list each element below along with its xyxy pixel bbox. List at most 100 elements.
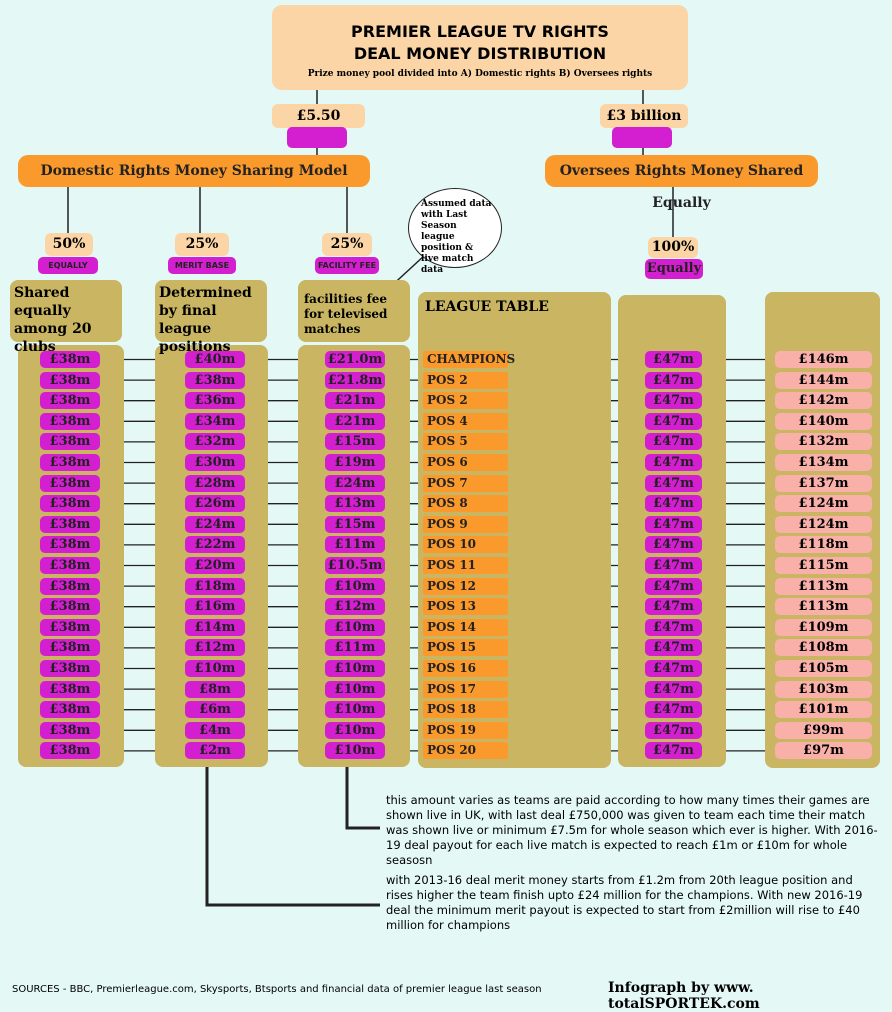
league-position: POS 20 xyxy=(423,742,508,760)
overseas-share: £47m xyxy=(645,618,702,636)
tag: FACILITY FEE xyxy=(315,257,379,274)
merit-payment: £18m xyxy=(185,577,245,595)
overseas-box xyxy=(612,127,672,148)
total-payment: £113m xyxy=(775,598,872,616)
merit-payment: £20m xyxy=(185,557,245,574)
total-payment: £124m xyxy=(775,495,872,513)
total-payment: £97m xyxy=(775,742,872,760)
overseas-share: £47m xyxy=(645,577,702,595)
overseas-label: Oversees Rights Money Shared Equally xyxy=(545,155,818,211)
total-payment: £118m xyxy=(775,536,872,554)
total-payment: £132m xyxy=(775,433,872,451)
equal-share: £38m xyxy=(40,742,100,760)
overseas-share: £47m xyxy=(645,680,702,698)
league-position: POS 8 xyxy=(423,495,508,513)
equal-share: £38m xyxy=(40,495,100,513)
overseas-share: £47m xyxy=(645,721,702,739)
title: PREMIER LEAGUE TV RIGHTS DEAL MONEY DIST… xyxy=(351,22,609,63)
league-position: POS 5 xyxy=(423,433,508,451)
tag: MERIT BASE xyxy=(168,257,236,274)
overseas-share: £47m xyxy=(645,474,702,492)
equal-share: £38m xyxy=(40,515,100,533)
domestic-box xyxy=(287,127,347,148)
facility-fee: £24m xyxy=(325,474,385,492)
description: Determined by final league positions xyxy=(155,280,267,355)
percent: 100% xyxy=(648,237,698,258)
facility-fee: £10.5m xyxy=(325,557,385,574)
total-payment: £124m xyxy=(775,515,872,533)
total-payment: £140m xyxy=(775,412,872,430)
facility-fee: £21.0m xyxy=(325,351,385,368)
league-position: POS 18 xyxy=(423,701,508,719)
league-position: POS 15 xyxy=(423,639,508,657)
subtitle: Prize money pool divided into A) Domesti… xyxy=(307,69,653,79)
facility-fee: £10m xyxy=(325,577,385,595)
tag: Equally xyxy=(645,259,703,279)
equal-share: £38m xyxy=(40,618,100,636)
overseas-share: £47m xyxy=(645,433,702,451)
merit-payment: £28m xyxy=(185,474,245,492)
league-position: CHAMPIONS xyxy=(423,351,515,368)
overseas-share: £47m xyxy=(645,639,702,657)
facility-fee: £10m xyxy=(325,701,385,719)
overseas-share: £47m xyxy=(645,536,702,554)
merit-payment: £30m xyxy=(185,454,245,471)
facility-fee: £10m xyxy=(325,660,385,677)
overseas-share: £47m xyxy=(645,515,702,533)
facility-fee: £19m xyxy=(325,454,385,471)
tag: EQUALLY xyxy=(38,257,98,274)
merit-payment: £24m xyxy=(185,515,245,533)
merit-payment: £40m xyxy=(185,351,245,368)
total-payment: £115m xyxy=(775,557,872,574)
merit-payment: £10m xyxy=(185,660,245,677)
league-position: POS 4 xyxy=(423,412,508,430)
overseas-share: £47m xyxy=(645,598,702,616)
merit-payment: £6m xyxy=(185,701,245,719)
overseas-share: £47m xyxy=(645,454,702,471)
league-position: POS 10 xyxy=(423,536,508,554)
facility-fee: £11m xyxy=(325,639,385,657)
overseas-amount: £3 billion xyxy=(600,104,688,128)
description: facilities fee for televised matches xyxy=(298,280,410,342)
facility-fee: £15m xyxy=(325,515,385,533)
equal-share: £38m xyxy=(40,598,100,616)
description: Shared equally among 20 clubs xyxy=(10,280,122,355)
equal-share: £38m xyxy=(40,680,100,698)
total-payment: £113m xyxy=(775,577,872,595)
equal-share: £38m xyxy=(40,433,100,451)
league-position: POS 16 xyxy=(423,660,508,677)
league-position: POS 12 xyxy=(423,577,508,595)
league-position: POS 2 xyxy=(423,371,508,389)
equal-share: £38m xyxy=(40,701,100,719)
merit-payment: £36m xyxy=(185,392,245,410)
equal-share: £38m xyxy=(40,721,100,739)
total-payment: £134m xyxy=(775,454,872,471)
total-payment: £101m xyxy=(775,701,872,719)
league-position: POS 6 xyxy=(423,454,508,471)
merit-payment: £32m xyxy=(185,433,245,451)
total-payment: £109m xyxy=(775,618,872,636)
league-position: POS 9 xyxy=(423,515,508,533)
header: PREMIER LEAGUE TV RIGHTS DEAL MONEY DIST… xyxy=(272,5,688,90)
merit-payment: £4m xyxy=(185,721,245,739)
domestic-label: Domestic Rights Money Sharing Model xyxy=(18,155,370,187)
total-payment: £146m xyxy=(775,351,872,368)
equal-share: £38m xyxy=(40,454,100,471)
equal-share: £38m xyxy=(40,392,100,410)
merit-payment: £26m xyxy=(185,495,245,513)
equal-share: £38m xyxy=(40,371,100,389)
merit-note: with 2013-16 deal merit money starts fro… xyxy=(386,873,863,932)
overseas-share: £47m xyxy=(645,351,702,368)
merit-payment: £22m xyxy=(185,536,245,554)
facility-fee: £21m xyxy=(325,412,385,430)
merit-payment: £2m xyxy=(185,742,245,760)
overseas-share: £47m xyxy=(645,742,702,760)
league-position: POS 2 xyxy=(423,392,508,410)
overseas-share: £47m xyxy=(645,392,702,410)
facility-fee: £10m xyxy=(325,680,385,698)
equal-share: £38m xyxy=(40,351,100,368)
merit-payment: £38m xyxy=(185,371,245,389)
facility-fee: £13m xyxy=(325,495,385,513)
league-position: POS 13 xyxy=(423,598,508,616)
